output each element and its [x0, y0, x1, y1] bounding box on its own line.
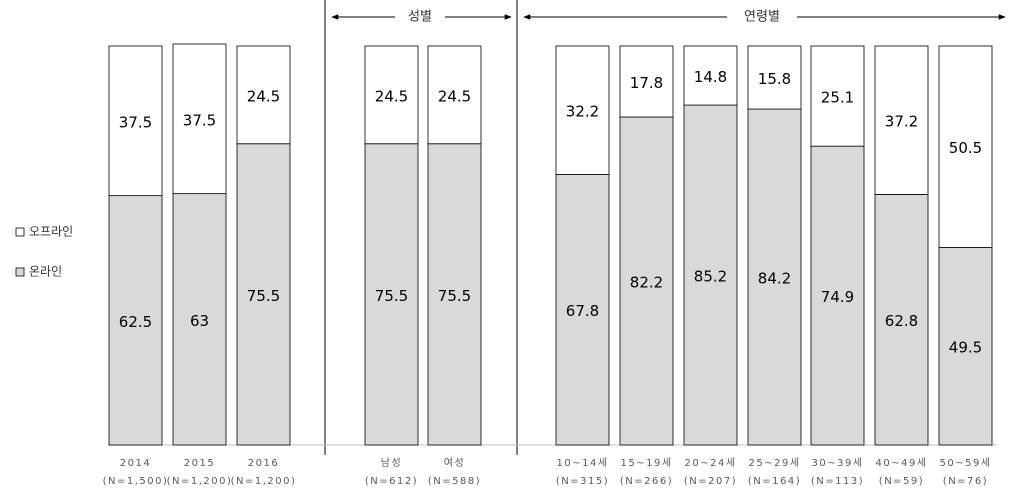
- bar-segment: [172, 193, 227, 446]
- value-label: 25.1: [821, 89, 854, 107]
- x-tick-label: 2015: [184, 458, 215, 469]
- sample-size-label: (N=1,200): [231, 476, 297, 487]
- sample-size-label: (N=207): [684, 476, 737, 487]
- label-bg: [395, 7, 445, 27]
- sample-size-label: (N=1,200): [167, 476, 233, 487]
- value-label: 74.9: [821, 288, 854, 306]
- value-label: 24.5: [438, 87, 471, 105]
- x-tick-label: 여성: [444, 457, 465, 469]
- bar-segment: [874, 45, 929, 195]
- group-label: 성별: [408, 10, 432, 25]
- value-label: 62.5: [119, 313, 152, 331]
- bar-segment: [172, 43, 227, 195]
- x-tick-label: 25~29세: [748, 457, 800, 469]
- x-tick-label: 10~14세: [556, 457, 608, 469]
- value-label: 67.8: [566, 302, 599, 320]
- legend-label: 오프라인: [29, 225, 73, 239]
- value-label: 37.5: [119, 113, 152, 131]
- bar-segment: [364, 45, 419, 145]
- bar-segment: [938, 247, 993, 446]
- value-label: 24.5: [247, 87, 280, 105]
- sample-size-label: (N=588): [428, 476, 481, 487]
- bar-segment: [747, 45, 802, 110]
- sample-size-label: (N=59): [879, 476, 924, 487]
- bar-segment: [108, 195, 163, 446]
- bar-segment: [236, 143, 291, 446]
- bar-segment: [938, 45, 993, 248]
- bar-segment: [683, 104, 738, 446]
- x-tick-label: 15~19세: [620, 457, 672, 469]
- sample-size-label: (N=1,500): [103, 476, 169, 487]
- value-label: 24.5: [375, 87, 408, 105]
- bar-segment: [747, 108, 802, 446]
- group-label: 연령별: [744, 10, 780, 25]
- x-tick-label: 20~24세: [684, 457, 736, 469]
- value-label: 82.2: [630, 274, 663, 292]
- bar-segment: [427, 45, 482, 145]
- bar-segment: [108, 45, 163, 197]
- value-label: 63: [190, 312, 209, 330]
- value-label: 75.5: [438, 287, 471, 305]
- x-tick-label: 30~39세: [811, 457, 863, 469]
- bar-segment: [236, 45, 291, 145]
- value-label: 85.2: [694, 268, 727, 286]
- value-label: 75.5: [375, 287, 408, 305]
- value-label: 62.8: [885, 312, 918, 330]
- sample-size-label: (N=164): [748, 476, 801, 487]
- x-tick-label: 40~49세: [875, 457, 927, 469]
- x-tick-label: 50~59세: [939, 457, 991, 469]
- bar-segment: [683, 45, 738, 106]
- sample-size-label: (N=315): [556, 476, 609, 487]
- value-label: 15.8: [758, 70, 791, 88]
- bar-segment: [619, 45, 674, 118]
- bar-segment: [619, 116, 674, 446]
- bar-segment: [810, 45, 865, 147]
- bar-segment: [364, 143, 419, 446]
- bar-segment: [810, 145, 865, 446]
- value-label: 17.8: [630, 74, 663, 92]
- value-label: 75.5: [247, 287, 280, 305]
- label-bg: [727, 7, 797, 27]
- x-tick-label: 2014: [120, 458, 151, 469]
- sample-size-label: (N=612): [365, 476, 418, 487]
- sample-size-label: (N=113): [811, 476, 864, 487]
- x-tick-label: 남성: [381, 457, 402, 469]
- value-label: 14.8: [694, 68, 727, 86]
- bar-segment: [874, 194, 929, 446]
- value-label: 50.5: [949, 139, 982, 157]
- bar-segment: [555, 174, 610, 446]
- sample-size-label: (N=266): [620, 476, 673, 487]
- sample-size-label: (N=76): [943, 476, 988, 487]
- legend-swatch: [15, 267, 25, 277]
- value-label: 32.2: [566, 103, 599, 121]
- x-tick-label: 2016: [248, 458, 279, 469]
- value-label: 84.2: [758, 270, 791, 288]
- legend-label: 온라인: [29, 265, 62, 279]
- value-label: 49.5: [949, 339, 982, 357]
- bar-segment: [555, 45, 610, 175]
- value-label: 37.5: [183, 111, 216, 129]
- value-label: 37.2: [885, 113, 918, 131]
- legend-swatch: [15, 227, 25, 237]
